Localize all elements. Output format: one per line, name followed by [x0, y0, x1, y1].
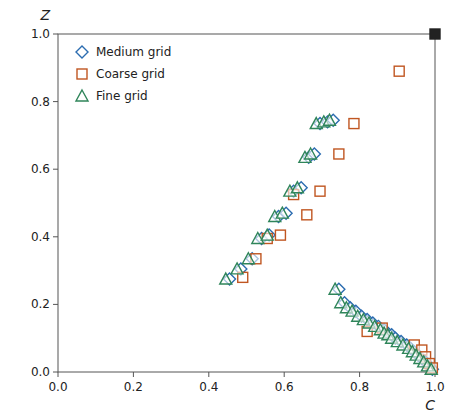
series-3 — [430, 29, 440, 39]
plot-frame — [58, 34, 435, 372]
x-tick-label: 0.8 — [350, 380, 369, 394]
point — [305, 148, 317, 159]
x-tick — [133, 372, 134, 377]
x-tick — [284, 372, 285, 377]
series-2 — [220, 114, 437, 374]
point — [425, 363, 437, 374]
point — [291, 182, 303, 193]
point — [349, 119, 359, 129]
y-tick — [53, 304, 58, 305]
y-tick-label: 0.4 — [31, 230, 50, 244]
point — [242, 253, 254, 264]
legend-swatch — [77, 69, 87, 79]
y-tick — [53, 236, 58, 237]
y-tick-label: 0.6 — [31, 162, 50, 176]
legend: Medium grid Coarse grid Fine grid — [76, 45, 171, 103]
y-tick — [53, 169, 58, 170]
x-tick-label: 1.0 — [425, 380, 444, 394]
x-tick — [359, 372, 360, 377]
axes: 0.0 0.2 0.4 0.6 0.8 1.0 0.0 0.2 0.4 0.6 0.8 1.0 — [31, 27, 445, 394]
point — [430, 29, 440, 39]
legend-swatch — [76, 46, 88, 58]
x-tick — [208, 372, 209, 377]
x-tick — [58, 372, 59, 377]
series-0 — [224, 114, 439, 375]
y-tick-label: 0.0 — [31, 365, 50, 379]
point — [276, 207, 288, 218]
point — [302, 210, 312, 220]
x-axis-label: C — [425, 397, 435, 413]
y-tick — [53, 34, 58, 35]
legend-label: Coarse grid — [96, 67, 165, 81]
x-tick-label: 0.2 — [124, 380, 143, 394]
y-tick-label: 1.0 — [31, 27, 50, 41]
legend-swatch — [76, 90, 88, 101]
series-1 — [238, 66, 438, 373]
chart: 0.0 0.2 0.4 0.6 0.8 1.0 0.0 0.2 0.4 0.6 0.8 1.0 C Z Me… — [0, 0, 459, 420]
x-tick-label: 0.6 — [275, 380, 294, 394]
point — [275, 230, 285, 240]
point — [231, 263, 243, 274]
point — [329, 283, 341, 294]
legend-label: Fine grid — [96, 89, 148, 103]
plot-area — [220, 29, 440, 375]
point — [315, 186, 325, 196]
x-tick-label: 0.4 — [199, 380, 218, 394]
y-tick — [53, 101, 58, 102]
legend-label: Medium grid — [96, 45, 171, 59]
y-tick — [53, 372, 58, 373]
y-tick-label: 0.8 — [31, 95, 50, 109]
point — [334, 149, 344, 159]
point — [220, 273, 232, 284]
x-tick-label: 0.0 — [48, 380, 67, 394]
point — [394, 66, 404, 76]
point — [323, 114, 335, 125]
y-tick-label: 0.2 — [31, 297, 50, 311]
page: {"chart_data": { "type": "scatter", "xla… — [0, 0, 459, 420]
y-axis-label: Z — [39, 7, 50, 23]
point — [261, 229, 273, 240]
